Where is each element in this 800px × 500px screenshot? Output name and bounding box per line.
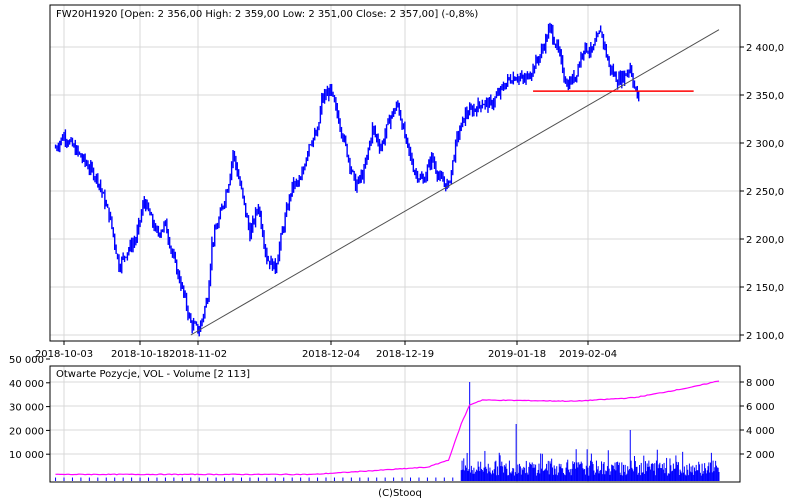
open-interest-tick-label: 20 000 — [9, 426, 44, 437]
price-y-tick-label: 2 300,0 — [746, 139, 784, 150]
open-interest-tick-label: 30 000 — [9, 403, 44, 414]
open-interest-tick-label: 40 000 — [9, 379, 44, 390]
price-chart-title: FW20H1920 [Open: 2 356,00 High: 2 359,00… — [56, 9, 478, 20]
price-y-tick-label: 2 200,0 — [746, 235, 784, 246]
volume-tick-label: 6 000 — [746, 402, 775, 413]
volume-axis: 2 000 4 000 6 000 8 000 — [740, 378, 775, 461]
footer-credit: (C)Stooq — [378, 488, 422, 499]
open-interest-tick-label: 50 000 — [9, 355, 44, 366]
volume-tick-label: 8 000 — [746, 378, 775, 389]
price-gridlines — [50, 5, 740, 341]
price-y-tick-label: 2 100,0 — [746, 331, 784, 342]
price-y-axis: 2 100,0 2 150,0 2 200,0 2 250,0 2 300,0 2 350… — [740, 43, 784, 342]
price-x-tick-label: 2019-01-18 — [488, 349, 546, 360]
price-x-tick-label: 2018-10-18 — [111, 349, 169, 360]
price-y-tick-label: 2 150,0 — [746, 283, 784, 294]
price-x-tick-label: 2018-12-19 — [376, 349, 434, 360]
price-x-tick-label: 2018-12-04 — [302, 349, 360, 360]
volume-tick-label: 2 000 — [746, 450, 775, 461]
open-interest-line — [55, 380, 720, 476]
volume-chart-title: Otwarte Pozycje, VOL - Volume [2 113] — [56, 369, 250, 380]
price-series — [54, 22, 640, 337]
volume-plot-frame — [49, 365, 741, 483]
price-x-tick-label: 2018-10-03 — [35, 349, 93, 360]
price-y-tick-label: 2 350,0 — [746, 91, 784, 102]
price-x-axis: 2018-10-03 2018-10-18 2018-11-02 2018-12-04… — [35, 341, 617, 360]
price-x-tick-label: 2019-02-04 — [559, 349, 617, 360]
price-chart: 2 100,0 2 150,0 2 200,0 2 250,0 2 300,0 2 350… — [35, 4, 784, 360]
price-x-tick-label: 2018-11-02 — [169, 349, 227, 360]
volume-bars — [55, 382, 720, 481]
open-interest-axis: 10 000 20 000 30 000 40 000 50 000 — [9, 355, 50, 461]
volume-tick-label: 4 000 — [746, 426, 775, 437]
open-interest-tick-label: 10 000 — [9, 450, 44, 461]
volume-gridlines — [50, 366, 740, 482]
price-plot-frame — [49, 4, 741, 342]
volume-chart: 10 000 20 000 30 000 40 000 50 000 2 000 4 00… — [9, 355, 775, 483]
trend-line — [190, 29, 720, 336]
price-y-tick-label: 2 250,0 — [746, 187, 784, 198]
price-y-tick-label: 2 400,0 — [746, 43, 784, 54]
